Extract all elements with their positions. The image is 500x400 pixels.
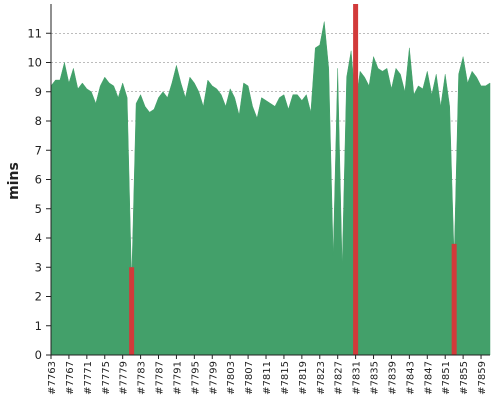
y-tick-label-9: 9 [35, 85, 42, 99]
y-tick-label-7: 7 [35, 143, 42, 157]
x-tick-label-7795: #7795 [190, 361, 201, 395]
y-axis-label: mins [6, 162, 22, 200]
y-tick-label-6: 6 [35, 173, 42, 187]
y-tick-labels: 0 1 2 3 4 5 6 7 8 9 10 11 [27, 26, 42, 362]
x-tick-label-7791: #7791 [172, 361, 183, 395]
x-tick-label-7831: #7831 [352, 361, 363, 395]
x-tick-label-7775: #7775 [101, 361, 112, 395]
x-tick-label-7803: #7803 [226, 361, 237, 395]
x-tick-label-7787: #7787 [155, 361, 166, 395]
x-tick-label-7771: #7771 [83, 361, 94, 395]
y-tick-label-1: 1 [35, 319, 42, 333]
area-series [50, 21, 491, 356]
x-tick-label-7835: #7835 [370, 361, 381, 395]
x-tick-label-7799: #7799 [208, 361, 219, 395]
x-tick-label-7783: #7783 [137, 361, 148, 395]
x-tick-label-7843: #7843 [405, 361, 416, 395]
failure-marker-7781 [129, 267, 135, 355]
x-tick-label-7839: #7839 [387, 361, 398, 395]
x-tick-label-7807: #7807 [244, 361, 255, 395]
series-area [50, 21, 491, 356]
x-tick-label-7815: #7815 [280, 361, 291, 395]
y-tick-label-8: 8 [35, 114, 42, 128]
y-tick-label-3: 3 [35, 260, 42, 274]
x-tick-label-7811: #7811 [262, 361, 273, 395]
x-tick-label-7851: #7851 [441, 361, 452, 395]
y-tick-label-10: 10 [27, 56, 42, 70]
x-tick-label-7823: #7823 [316, 361, 327, 395]
failure-marker-7831 [353, 4, 359, 355]
x-tick-label-7859: #7859 [477, 361, 488, 395]
x-tick-label-7855: #7855 [459, 361, 470, 395]
x-tick-label-7847: #7847 [423, 361, 434, 395]
y-tick-label-4: 4 [35, 231, 42, 245]
y-tick-label-11: 11 [27, 26, 42, 40]
x-tick-label-7779: #7779 [119, 361, 130, 395]
x-tick-label-7819: #7819 [298, 361, 309, 395]
x-tick-labels: #7763 #7767 #7771 #7775 #7779 #7783 #7787 #7791… [47, 361, 488, 395]
x-tick-label-7827: #7827 [334, 361, 345, 395]
y-tick-label-0: 0 [35, 348, 42, 362]
failure-markers [129, 4, 457, 355]
x-tick-label-7763: #7763 [47, 361, 58, 395]
x-tick-label-7767: #7767 [65, 361, 76, 395]
y-tick-label-5: 5 [35, 202, 42, 216]
failure-marker-7853 [451, 243, 457, 355]
y-tick-label-2: 2 [35, 290, 42, 304]
axes [46, 4, 490, 359]
